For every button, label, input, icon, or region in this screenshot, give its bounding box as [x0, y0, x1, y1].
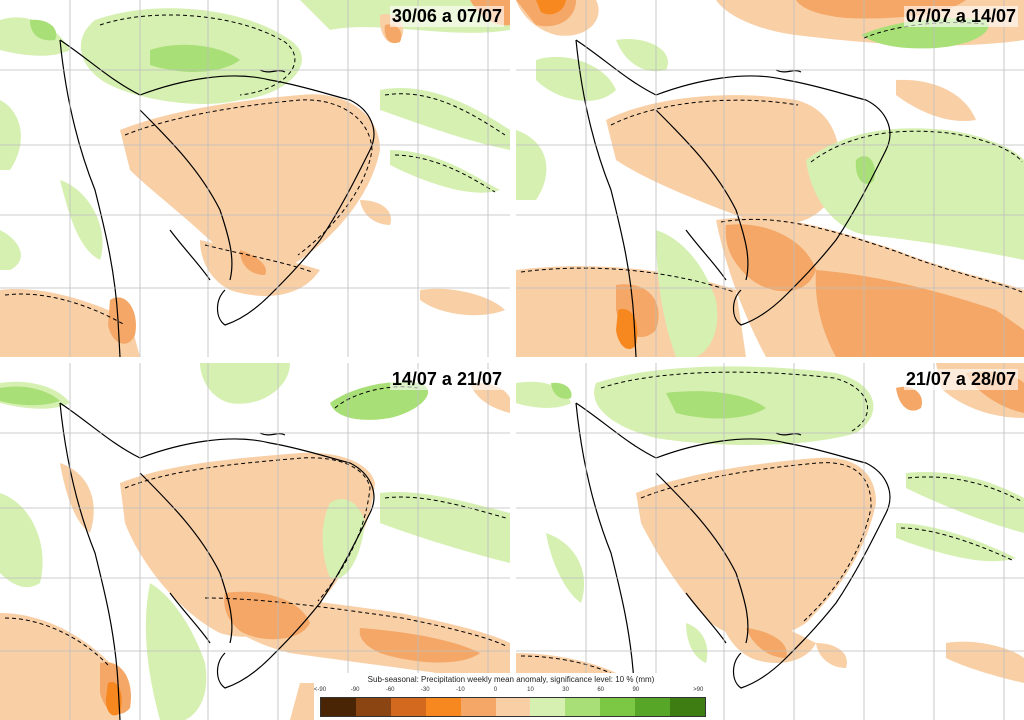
legend-swatch	[495, 698, 531, 716]
legend-swatch	[565, 698, 601, 716]
wet-anomaly-strong	[551, 382, 766, 419]
legend-tick: >90	[693, 687, 704, 693]
wet-anomaly-strong	[0, 381, 429, 420]
significance-contours	[520, 371, 1022, 676]
legend-tick: 10	[527, 687, 534, 693]
significance-contours	[4, 14, 506, 326]
coastline	[575, 402, 891, 720]
legend-ticks: <-90 -90 -60 -30 -10 0 10 30 60 90 >90	[314, 687, 706, 697]
precip-anomaly-map	[516, 0, 1024, 357]
period-label: 21/07 a 28/07	[903, 369, 1018, 390]
legend-swatch	[670, 698, 705, 716]
period-label: 14/07 a 21/07	[389, 369, 504, 390]
lat-lon-grid	[0, 0, 510, 357]
coastline	[59, 39, 375, 357]
legend-swatch	[390, 698, 426, 716]
wet-anomaly-areas	[516, 39, 1024, 357]
lat-lon-grid	[516, 0, 1024, 357]
legend-title: Sub-seasonal: Precipitation weekly mean …	[367, 675, 655, 684]
legend-swatch	[635, 698, 671, 716]
precip-anomaly-map	[0, 363, 510, 720]
period-label: 07/07 a 14/07	[903, 6, 1018, 27]
legend-tick: 0	[493, 687, 498, 693]
legend-tick: -30	[420, 687, 430, 693]
legend-tick: 30	[562, 687, 569, 693]
map-panel-week-2: 07/07 a 14/07	[516, 0, 1024, 357]
legend-tick: -90	[350, 687, 360, 693]
coastline	[59, 402, 375, 720]
wet-anomaly-strong	[30, 19, 240, 72]
legend-tick: <-90	[313, 687, 327, 693]
coastline	[575, 39, 891, 357]
precip-anomaly-map	[516, 363, 1024, 720]
legend-swatch	[600, 698, 636, 716]
legend-swatch	[321, 698, 356, 716]
dry-anomaly-intense	[536, 0, 638, 350]
period-label: 30/06 a 07/07	[389, 6, 504, 27]
legend-swatch	[355, 698, 391, 716]
legend-tick: 90	[632, 687, 640, 693]
legend-tick: -10	[456, 687, 465, 693]
map-panel-week-4: 21/07 a 28/07	[516, 363, 1024, 720]
map-panel-week-1: 30/06 a 07/07	[0, 0, 510, 357]
legend-swatch	[425, 698, 461, 716]
lat-lon-grid	[0, 363, 510, 720]
legend-swatch	[460, 698, 496, 716]
precip-anomaly-map	[0, 0, 510, 357]
lat-lon-grid	[516, 363, 1024, 720]
map-panel-week-3: 14/07 a 21/07	[0, 363, 510, 720]
color-legend: Sub-seasonal: Precipitation weekly mean …	[314, 673, 708, 720]
dry-anomaly-intense	[105, 682, 122, 716]
legend-color-bar	[320, 697, 706, 717]
legend-swatch	[530, 698, 566, 716]
legend-tick: 60	[597, 687, 605, 693]
legend-tick: -60	[385, 687, 395, 693]
